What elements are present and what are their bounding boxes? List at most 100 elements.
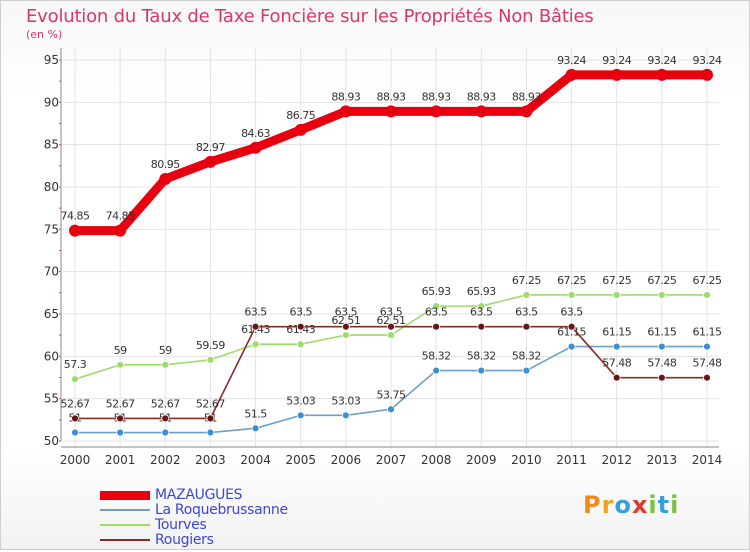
data-point [339, 105, 352, 118]
y-tick-label: 55 [44, 392, 59, 406]
data-point [477, 302, 486, 311]
data-point [387, 331, 395, 339]
data-label: 88.93 [512, 90, 541, 103]
data-label: 57.48 [693, 357, 722, 370]
legend-swatch [100, 524, 150, 526]
data-point [296, 411, 305, 420]
data-point [612, 373, 621, 382]
data-point [655, 68, 668, 81]
x-tick-label: 2010 [511, 453, 542, 467]
y-tick-label: 85 [44, 138, 59, 152]
data-label: 63.5 [425, 306, 448, 319]
data-point [341, 322, 350, 331]
data-label: 63.5 [244, 306, 267, 319]
data-point [251, 424, 260, 433]
data-point [116, 360, 125, 369]
data-point [432, 302, 441, 311]
x-tick-label: 2003 [195, 453, 226, 467]
data-label: 65.93 [467, 285, 496, 298]
data-label: 63.5 [470, 306, 493, 319]
logo-letter: r [601, 491, 615, 519]
x-tick-label: 2014 [692, 453, 723, 467]
data-label: 88.93 [377, 90, 406, 103]
data-label: 58.32 [512, 350, 541, 363]
x-tick-label: 2008 [421, 453, 452, 467]
logo-letter: P [583, 491, 602, 519]
data-point [567, 342, 576, 351]
data-point [657, 342, 666, 351]
data-point [251, 322, 260, 331]
data-label: 74.85 [61, 210, 90, 223]
logo-letter: x [631, 491, 649, 519]
legend-label: La Roquebrussanne [155, 502, 288, 518]
y-tick-label: 50 [44, 434, 59, 448]
data-label: 57.3 [64, 358, 87, 371]
data-point [206, 428, 215, 437]
data-point [703, 373, 711, 382]
data-point [612, 342, 621, 351]
x-tick-label: 2001 [105, 453, 136, 467]
data-point [71, 375, 79, 384]
data-label: 51.5 [244, 407, 267, 420]
data-label: 93.24 [602, 54, 631, 67]
data-label: 63.5 [289, 306, 312, 319]
data-point [249, 141, 262, 154]
data-point [161, 414, 170, 423]
data-point [71, 414, 79, 423]
data-label: 62.51 [377, 314, 406, 327]
data-point [204, 155, 217, 168]
data-point [565, 68, 578, 81]
logo-letter: i [648, 491, 658, 519]
proxiti-logo: Proxiti [583, 491, 679, 519]
data-label: 58.32 [422, 350, 451, 363]
x-tick-label: 2000 [60, 453, 91, 467]
data-label: 93.24 [557, 54, 586, 67]
data-point [161, 428, 170, 437]
logo-letter: i [670, 491, 680, 519]
data-point [567, 322, 576, 331]
data-label: 57.48 [647, 357, 676, 370]
x-tick-label: 2009 [466, 453, 497, 467]
y-tick-label: 90 [44, 95, 59, 109]
y-tick-label: 75 [44, 222, 59, 236]
data-point [385, 105, 397, 118]
data-point [432, 322, 441, 331]
data-label: 67.25 [647, 274, 676, 287]
data-label: 74.85 [106, 210, 135, 223]
y-tick-label: 95 [44, 53, 59, 67]
data-point [161, 360, 170, 369]
y-tick-label: 80 [44, 180, 59, 194]
x-tick-label: 2006 [331, 453, 362, 467]
data-label: 61.15 [693, 326, 722, 339]
data-label: 80.95 [151, 158, 180, 171]
data-label: 53.03 [286, 394, 315, 407]
data-point [475, 105, 488, 118]
data-point [477, 322, 486, 331]
data-label: 59 [159, 344, 172, 357]
data-label: 59.59 [196, 339, 225, 352]
y-unit-label: (en %) [26, 28, 63, 41]
data-point [114, 224, 127, 237]
x-tick-label: 2002 [150, 453, 181, 467]
x-tick-label: 2013 [647, 453, 678, 467]
data-point [520, 105, 533, 118]
data-point [296, 340, 305, 349]
y-tick-label: 60 [44, 349, 59, 363]
data-point [567, 291, 576, 299]
data-label: 93.24 [647, 54, 676, 67]
data-label: 67.25 [693, 274, 722, 287]
data-point [657, 373, 666, 382]
data-point [296, 322, 305, 331]
logo-letter: o [614, 491, 632, 519]
data-label: 63.5 [515, 306, 538, 319]
data-point [612, 291, 621, 299]
data-label: 63.5 [380, 306, 403, 319]
data-label: 63.5 [335, 306, 358, 319]
chart-title: Evolution du Taux de Taxe Foncière sur l… [26, 6, 594, 27]
data-point [387, 322, 395, 331]
data-point [522, 366, 531, 375]
data-point [477, 366, 486, 375]
data-point [610, 68, 623, 81]
data-point [159, 172, 172, 185]
legend-swatch [100, 490, 150, 500]
